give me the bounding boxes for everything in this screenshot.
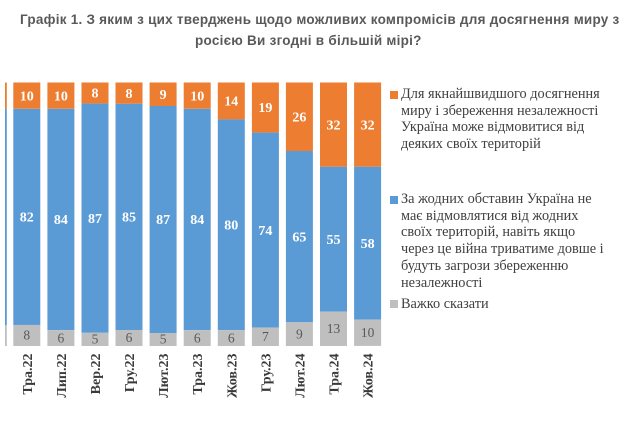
svg-text:80: 80: [224, 219, 238, 234]
svg-text:26: 26: [292, 111, 306, 126]
svg-text:82: 82: [20, 211, 34, 226]
svg-text:85: 85: [122, 211, 136, 226]
svg-text:84: 84: [190, 213, 204, 228]
svg-text:5: 5: [160, 332, 167, 347]
svg-text:74: 74: [258, 224, 272, 239]
svg-text:Лип.22: Лип.22: [55, 354, 70, 398]
svg-text:9: 9: [296, 326, 303, 341]
svg-text:55: 55: [327, 233, 341, 248]
svg-text:6: 6: [228, 330, 235, 345]
svg-text:6: 6: [194, 330, 201, 345]
svg-text:Жов.23: Жов.23: [225, 354, 240, 399]
svg-text:58: 58: [361, 237, 375, 252]
svg-text:87: 87: [156, 213, 170, 228]
svg-text:8: 8: [92, 87, 99, 102]
svg-text:65: 65: [292, 230, 306, 245]
svg-text:Гру.23: Гру.23: [259, 354, 274, 393]
svg-text:10: 10: [54, 89, 68, 104]
svg-text:32: 32: [327, 118, 341, 133]
svg-text:10: 10: [190, 89, 204, 104]
svg-text:8: 8: [126, 87, 133, 102]
svg-text:Лют.23: Лют.23: [157, 354, 172, 398]
svg-text:Гру.22: Гру.22: [123, 354, 138, 393]
svg-text:84: 84: [54, 213, 68, 228]
svg-text:13: 13: [327, 321, 341, 336]
svg-text:6: 6: [126, 330, 133, 345]
svg-text:10: 10: [20, 89, 34, 104]
svg-text:Тра.24: Тра.24: [328, 354, 343, 395]
svg-text:Вер.22: Вер.22: [89, 354, 104, 395]
svg-text:5: 5: [92, 332, 99, 347]
svg-text:9: 9: [160, 88, 167, 103]
svg-text:Тра.23: Тра.23: [191, 354, 206, 395]
svg-text:10: 10: [361, 325, 375, 340]
svg-text:6: 6: [58, 330, 65, 345]
svg-text:32: 32: [361, 118, 375, 133]
svg-text:14: 14: [224, 95, 238, 110]
svg-text:87: 87: [88, 212, 102, 227]
svg-text:8: 8: [23, 328, 30, 343]
svg-text:Жов.24: Жов.24: [362, 354, 377, 399]
svg-text:19: 19: [258, 101, 272, 116]
svg-text:Тра.22: Тра.22: [21, 354, 36, 395]
svg-text:7: 7: [262, 329, 269, 344]
svg-text:Лют.24: Лют.24: [293, 354, 308, 398]
